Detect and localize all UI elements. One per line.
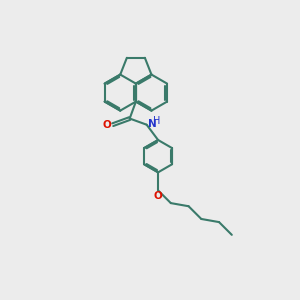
- Text: O: O: [103, 120, 112, 130]
- Text: N: N: [148, 118, 157, 128]
- Text: H: H: [153, 116, 160, 126]
- Text: O: O: [154, 191, 163, 201]
